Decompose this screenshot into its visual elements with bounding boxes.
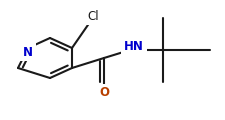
Text: HN: HN (124, 41, 143, 54)
Text: N: N (23, 45, 33, 59)
Text: Cl: Cl (87, 9, 98, 23)
Text: O: O (99, 87, 108, 99)
